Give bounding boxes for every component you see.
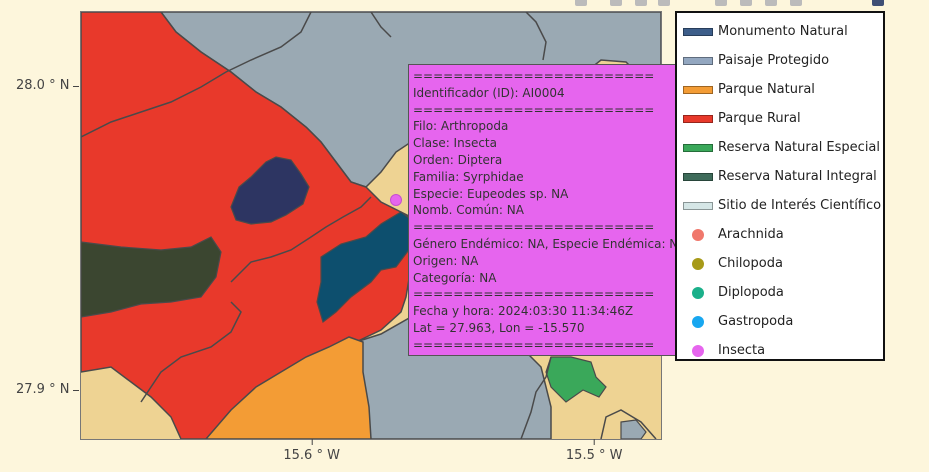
legend-swatch xyxy=(683,143,713,152)
legend-label: Gastropoda xyxy=(718,314,794,329)
camera-icon[interactable] xyxy=(575,0,587,6)
swatch-shape xyxy=(683,114,713,123)
tooltip-line: Lat = 27.963, Lon = -15.570 xyxy=(413,320,585,335)
legend-label: Paisaje Protegido xyxy=(718,53,830,68)
legend-item[interactable]: Gastropoda xyxy=(677,307,883,336)
tooltip-line: Filo: Arthropoda xyxy=(413,119,509,134)
legend-swatch xyxy=(683,172,713,181)
tooltip-line: ======================== xyxy=(413,337,655,352)
coast-inlet xyxy=(620,419,647,439)
legend-item[interactable]: Parque Rural xyxy=(677,104,883,133)
parque-natural-area xyxy=(205,336,372,439)
legend-marker xyxy=(683,344,713,357)
tooltip-line: Familia: Syrphidae xyxy=(413,169,524,184)
tooltip-line: Especie: Eupeodes sp. NA xyxy=(413,186,569,201)
legend-label: Arachnida xyxy=(718,227,784,242)
legend-marker xyxy=(683,315,713,328)
pan-icon[interactable] xyxy=(635,0,647,6)
swatch-shape xyxy=(683,27,713,36)
tooltip-line: Orden: Diptera xyxy=(413,152,503,167)
legend-item[interactable]: Reserva Natural Integral xyxy=(677,162,883,191)
swatch-shape xyxy=(683,143,713,152)
legend-item[interactable]: Chilopoda xyxy=(677,249,883,278)
swatch-shape xyxy=(683,56,713,65)
legend-item[interactable]: Diplopoda xyxy=(677,278,883,307)
marker-dot xyxy=(692,228,704,241)
boundary-line xyxy=(230,196,372,283)
autoscale-icon[interactable] xyxy=(765,0,777,6)
legend-label: Monumento Natural xyxy=(718,24,848,39)
tooltip-line: Clase: Insecta xyxy=(413,136,497,151)
marker-dot xyxy=(692,344,704,357)
tooltip-line: Fecha y hora: 2024:03:30 11:34:46Z xyxy=(413,304,634,319)
x-tick-label: 15.6 ° W xyxy=(283,439,340,463)
legend-item[interactable]: Reserva Natural Especial xyxy=(677,133,883,162)
tooltip-line: ======================== xyxy=(413,102,655,117)
legend-swatch xyxy=(683,85,713,94)
legend-marker xyxy=(683,286,713,299)
reserva-especial-teal-area xyxy=(316,211,412,324)
monumento-natural-area xyxy=(230,156,310,225)
modebar[interactable] xyxy=(570,0,890,8)
tooltip-line: Categoría: NA xyxy=(413,270,497,285)
legend-label: Insecta xyxy=(718,343,766,358)
y-tick-label: 28.0 ° N xyxy=(16,78,80,94)
reserva-especial-green-area xyxy=(545,356,607,403)
legend-item[interactable]: Sitio de Interés Científico xyxy=(677,191,883,220)
hover-observation-point[interactable] xyxy=(390,193,403,206)
legend-swatch xyxy=(683,201,713,210)
legend-label: Parque Rural xyxy=(718,111,801,126)
boundary-line xyxy=(520,356,552,439)
legend-label: Parque Natural xyxy=(718,82,815,97)
boundary-line xyxy=(525,12,547,61)
legend-swatch xyxy=(683,56,713,65)
observation-tooltip: ======================== Identificador (I… xyxy=(408,64,692,356)
marker-dot xyxy=(692,286,704,299)
legend-swatch xyxy=(683,114,713,123)
y-tick-label: 27.9 ° N xyxy=(16,382,80,398)
reserva-natural-integral-area xyxy=(81,236,222,318)
legend-marker xyxy=(683,257,713,270)
legend-item[interactable]: Insecta xyxy=(677,336,883,365)
boundary-line xyxy=(140,301,242,403)
legend-label: Sitio de Interés Científico xyxy=(718,198,882,213)
swatch-shape xyxy=(683,172,713,181)
zoom-out-icon[interactable] xyxy=(740,0,752,6)
legend-item[interactable]: Paisaje Protegido xyxy=(677,46,883,75)
boundary-line xyxy=(81,12,312,138)
legend-label: Diplopoda xyxy=(718,285,784,300)
box-select-icon[interactable] xyxy=(658,0,670,6)
tooltip-line: Identificador (ID): AI0004 xyxy=(413,85,565,100)
legend-swatch xyxy=(683,27,713,36)
legend-label: Reserva Natural Integral xyxy=(718,169,877,184)
boundary-line xyxy=(370,12,392,38)
tooltip-line: ======================== xyxy=(413,69,655,83)
tooltip-line: Origen: NA xyxy=(413,253,479,268)
swatch-shape xyxy=(683,85,713,94)
boundary-line xyxy=(600,409,657,439)
legend[interactable]: Monumento Natural Paisaje Protegido Parque… xyxy=(675,11,885,361)
marker-dot xyxy=(692,315,704,328)
legend-item[interactable]: Arachnida xyxy=(677,220,883,249)
reset-icon[interactable] xyxy=(790,0,802,6)
legend-marker xyxy=(683,228,713,241)
plotly-logo-icon[interactable] xyxy=(872,0,884,6)
zoom-in-icon[interactable] xyxy=(715,0,727,6)
x-tick-label: 15.5 ° W xyxy=(565,439,623,463)
swatch-shape xyxy=(683,201,713,210)
legend-label: Reserva Natural Especial xyxy=(718,140,881,155)
tooltip-line: Género Endémico: NA, Especie Endémica: N… xyxy=(413,236,687,251)
tooltip-line: ======================== xyxy=(413,220,655,235)
tooltip-line: Nomb. Común: NA xyxy=(413,203,524,218)
legend-item[interactable]: Monumento Natural xyxy=(677,17,883,46)
tooltip-line: ======================== xyxy=(413,287,655,302)
legend-label: Chilopoda xyxy=(718,256,783,271)
legend-item[interactable]: Parque Natural xyxy=(677,75,883,104)
zoom-icon[interactable] xyxy=(610,0,622,6)
marker-dot xyxy=(692,257,704,270)
